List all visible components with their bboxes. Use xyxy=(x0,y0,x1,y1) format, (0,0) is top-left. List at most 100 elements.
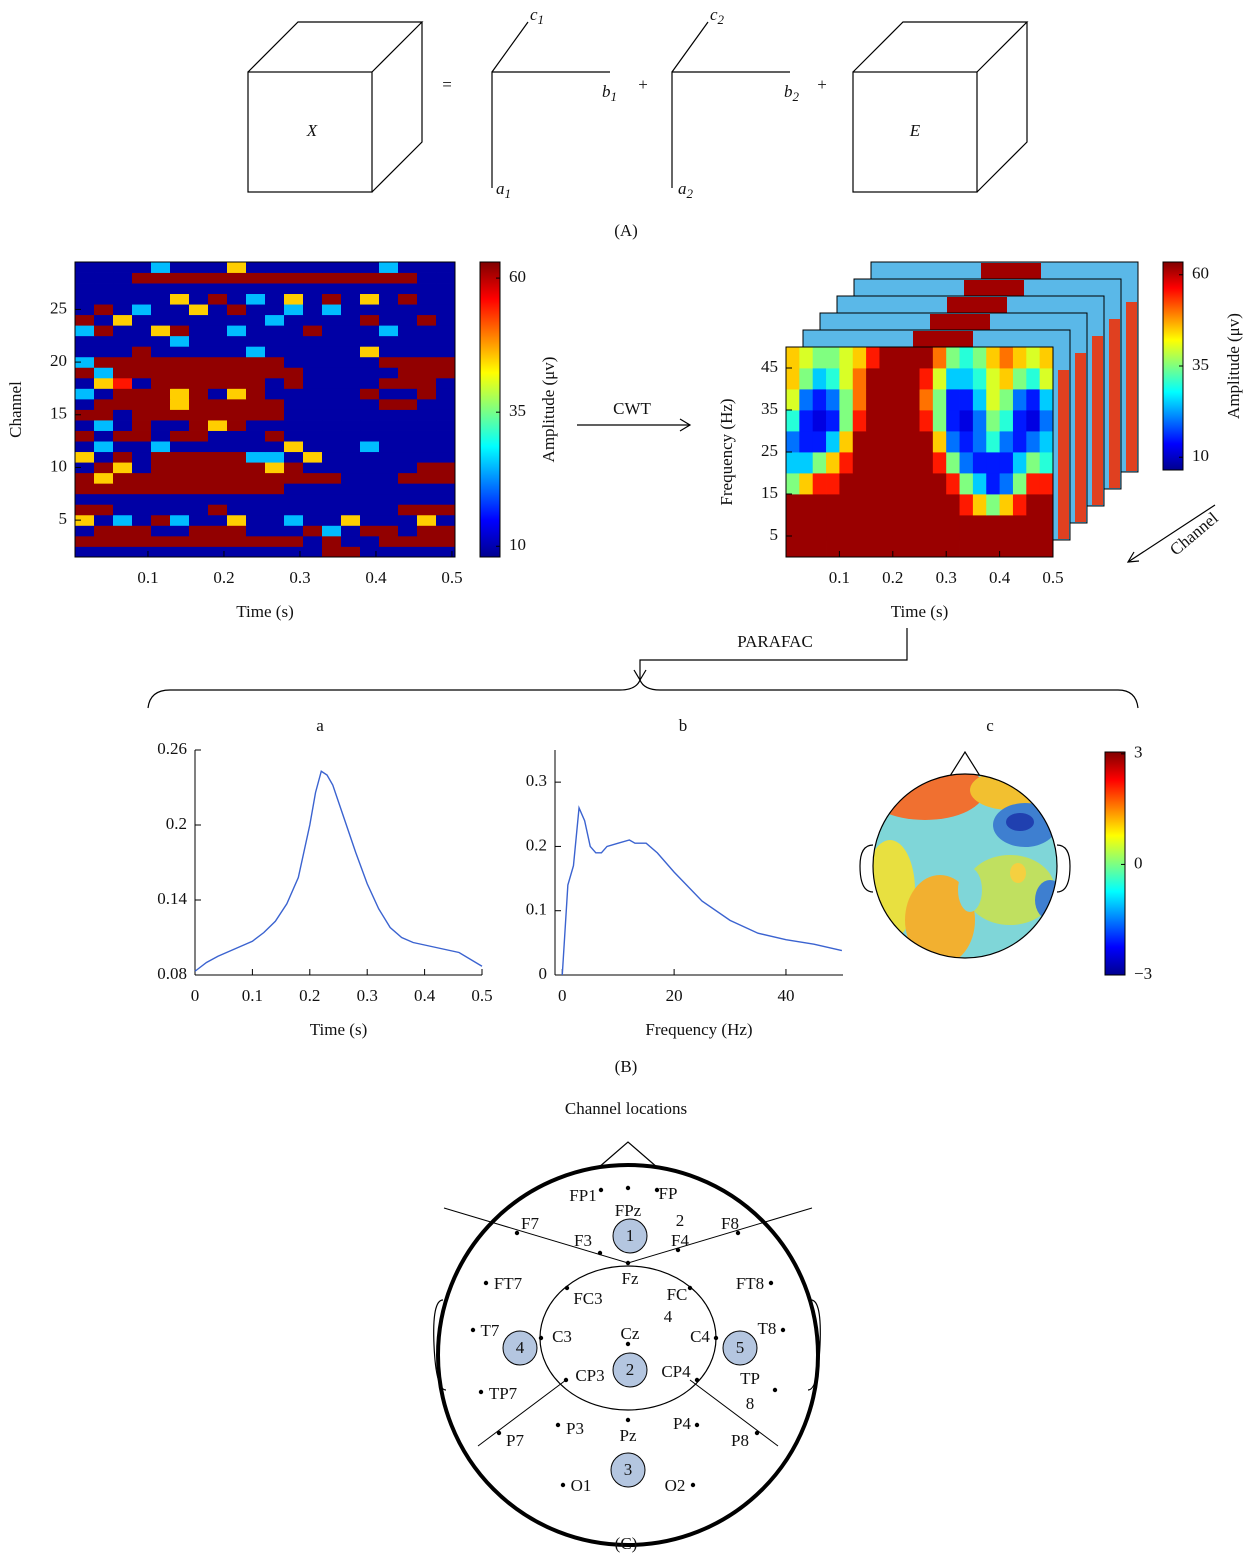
heatmap-cell xyxy=(826,389,840,411)
heatmap-cell xyxy=(999,515,1014,537)
heatmap-cell xyxy=(189,525,209,537)
heatmap-cell xyxy=(999,347,1014,369)
electrode-label: Pz xyxy=(620,1426,637,1445)
heatmap-cell xyxy=(75,262,95,273)
heatmap-cell xyxy=(284,420,304,431)
heatmap-cell xyxy=(999,389,1014,411)
x-tick-label: 0.2 xyxy=(299,986,320,1005)
heatmap-cell xyxy=(379,272,399,284)
heatmap-cell xyxy=(151,388,171,400)
heatmap-cell xyxy=(303,314,323,326)
heatmap-cell xyxy=(999,494,1014,516)
y-tick-label: 0.2 xyxy=(526,835,547,854)
heatmap-cell xyxy=(826,431,840,453)
heatmap-cell xyxy=(379,493,399,505)
heatmap-cell xyxy=(151,262,171,273)
heatmap-cell xyxy=(170,546,190,558)
heatmap-cell xyxy=(866,515,880,537)
heatmap-cell xyxy=(799,347,814,369)
heatmap-cell xyxy=(866,347,880,369)
electrode-label: O1 xyxy=(571,1476,592,1495)
heatmap-cell xyxy=(826,515,840,537)
heatmap-cell xyxy=(360,493,380,505)
heatmap-cell xyxy=(284,283,304,295)
heatmap-cell xyxy=(417,535,437,547)
heatmap-cell xyxy=(303,504,323,516)
heatmap-cell xyxy=(303,430,323,442)
heatmap-cell xyxy=(360,483,380,495)
heatmap-cell xyxy=(284,346,304,358)
heatmap-cell xyxy=(341,514,361,526)
heatmap-cell xyxy=(208,472,228,484)
heatmap-cell xyxy=(132,283,152,295)
heatmap-cell xyxy=(246,525,266,537)
heatmap-cell xyxy=(170,504,190,516)
heatmap-cell xyxy=(208,546,228,558)
operator: = xyxy=(442,75,452,94)
heatmap-cell xyxy=(341,283,361,295)
heatmap-cell xyxy=(322,293,342,305)
heatmap-cell xyxy=(892,389,907,411)
heatmap-cell xyxy=(227,504,247,516)
heatmap-cell xyxy=(946,410,960,432)
y-tick-label: 5 xyxy=(59,509,68,528)
x-tick-label: 0.4 xyxy=(365,568,387,587)
electrode-label: FT8 xyxy=(736,1274,764,1293)
heatmap-cell xyxy=(398,504,418,516)
heatmap-cell xyxy=(75,472,95,484)
heatmap-cell xyxy=(417,293,437,305)
electrode-dot xyxy=(772,1387,778,1393)
heatmap-cell xyxy=(919,452,934,474)
heatmap-cell xyxy=(786,389,800,411)
heatmap-cell xyxy=(265,283,285,295)
heatmap-cell xyxy=(1039,473,1054,495)
heatmap-cell xyxy=(94,430,114,442)
heatmap-cell xyxy=(265,356,285,368)
heatmap-cell xyxy=(75,293,95,305)
heatmap-cell xyxy=(839,347,854,369)
electrode-dot xyxy=(713,1335,719,1341)
heatmap-cell xyxy=(189,483,209,495)
electrode-label: F3 xyxy=(574,1231,592,1250)
heatmap-cell xyxy=(208,398,228,410)
heatmap-cell xyxy=(265,293,285,305)
heatmap-cell xyxy=(189,472,209,484)
heatmap-cell xyxy=(94,504,114,516)
heatmap-cell xyxy=(932,389,947,411)
heatmap-cell xyxy=(151,430,171,442)
heatmap-cell xyxy=(932,515,947,537)
heatmap-cell xyxy=(341,356,361,368)
electrode-label: FC xyxy=(667,1285,688,1304)
heatmap-cell xyxy=(932,473,947,495)
heatmap-cell xyxy=(360,377,380,389)
heatmap-cell xyxy=(170,462,190,474)
heatmap-cell xyxy=(436,451,456,463)
heatmap-cell xyxy=(94,472,114,484)
heatmap-cell xyxy=(1039,536,1054,558)
heatmap-cell xyxy=(227,441,247,453)
electrode-label: F8 xyxy=(721,1214,739,1233)
heatmap-cell xyxy=(322,525,342,537)
heatmap-cell xyxy=(866,368,880,390)
heatmap-cell xyxy=(892,452,907,474)
heatmap-cell xyxy=(799,452,814,474)
electrode-label: FC3 xyxy=(573,1289,602,1308)
heatmap-cell xyxy=(246,514,266,526)
heatmap-cell xyxy=(113,272,133,284)
heatmap-cell xyxy=(208,388,228,400)
y-tick-label: 25 xyxy=(761,441,778,460)
heatmap-cell xyxy=(132,462,152,474)
heatmap-cell xyxy=(303,514,323,526)
heatmap-cell xyxy=(322,314,342,326)
heatmap-cell xyxy=(946,536,960,558)
y-tick-label: 0.14 xyxy=(157,889,187,908)
heatmap-cell xyxy=(189,535,209,547)
heatmap-cell xyxy=(341,483,361,495)
heatmap-cell xyxy=(852,536,867,558)
heatmap-cell xyxy=(398,304,418,316)
heatmap-cell xyxy=(932,431,947,453)
heatmap-cell xyxy=(208,483,228,495)
heatmap-cell xyxy=(208,272,228,284)
heatmap-cell xyxy=(1039,515,1054,537)
x-tick-label: 0.2 xyxy=(213,568,234,587)
